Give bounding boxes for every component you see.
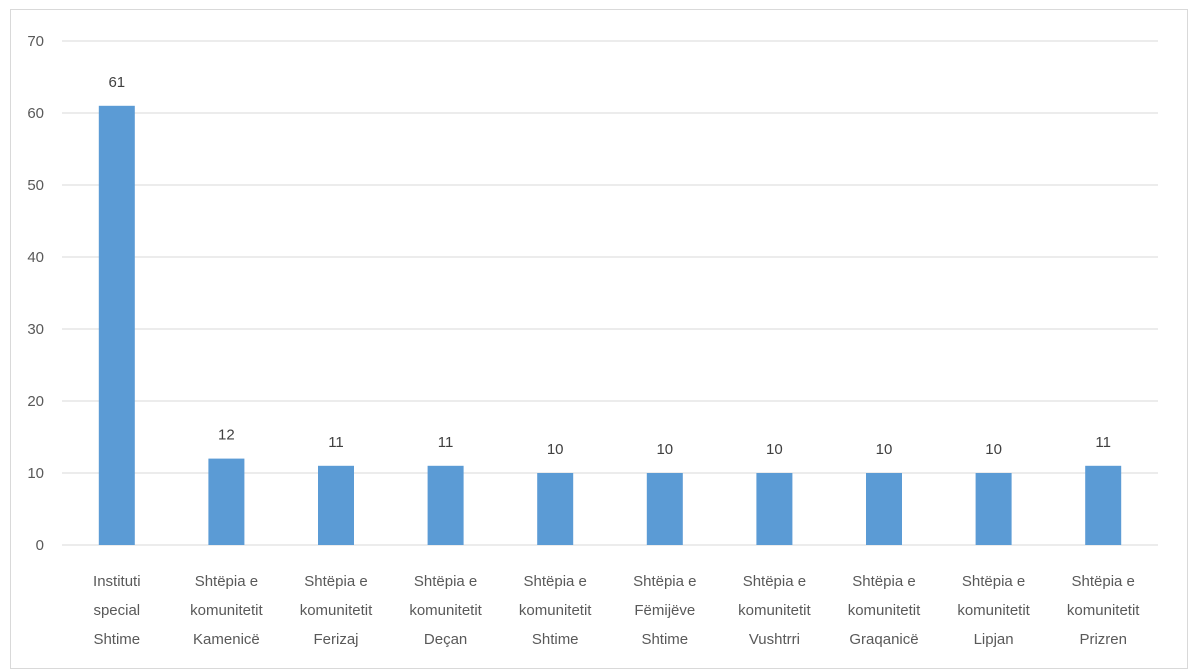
category-label-line: komunitetit	[190, 602, 263, 619]
category-label-line: komunitetit	[1067, 602, 1140, 619]
y-tick-label: 10	[27, 465, 44, 482]
y-tick-label: 30	[27, 321, 44, 338]
category-label: Shtëpia e komunitetit Deçan	[409, 573, 482, 648]
bar	[98, 105, 135, 546]
category-label: Shtëpia e komunitetit Vushtrri	[738, 573, 811, 648]
y-tick-label: 20	[27, 393, 44, 410]
bar	[537, 473, 574, 545]
data-label: 10	[656, 441, 673, 458]
category-label-line: Shtëpia e	[524, 573, 587, 590]
category-label: Shtëpia e komunitetit Kamenicë	[190, 573, 263, 648]
chart-frame	[10, 9, 1188, 669]
bar	[318, 465, 354, 545]
data-label: 11	[328, 434, 344, 451]
category-label-line: Shtëpia e	[1072, 573, 1135, 590]
category-label-line: Shtëpia e	[962, 573, 1025, 590]
y-tick-label: 70	[27, 33, 44, 50]
category-label-line: Prizren	[1079, 631, 1127, 648]
category-label-line: special	[93, 602, 140, 619]
category-label-line: Shtëpia e	[195, 573, 258, 590]
data-label: 11	[438, 434, 454, 451]
category-label-line: komunitetit	[738, 602, 811, 619]
data-label: 11	[1095, 434, 1111, 451]
data-label: 12	[218, 427, 235, 444]
category-label-line: Ferizaj	[313, 631, 358, 648]
category-label-line: Shtëpia e	[743, 573, 806, 590]
bar	[1085, 465, 1122, 545]
category-label-line: Shtëpia e	[852, 573, 915, 590]
bar	[975, 473, 1012, 545]
category-label: Shtëpia e komunitetit Shtime	[519, 573, 592, 648]
category-label-line: Kamenicë	[193, 631, 260, 648]
bar	[646, 473, 683, 545]
data-label: 10	[985, 441, 1002, 458]
category-label-line: Shtëpia e	[633, 573, 696, 590]
category-label-line: Shtëpia e	[304, 573, 367, 590]
category-label-line: Shtime	[641, 631, 688, 648]
category-label-line: Shtime	[93, 631, 140, 648]
data-label: 10	[547, 441, 564, 458]
category-label-line: komunitetit	[957, 602, 1030, 619]
category-label-line: Lipjan	[974, 631, 1014, 648]
category-label: Shtëpia e komunitetit Graqanicë	[848, 573, 921, 648]
bar	[866, 473, 902, 545]
category-label-line: komunitetit	[519, 602, 592, 619]
category-label-line: Shtëpia e	[414, 573, 477, 590]
category-label: Shtëpia e komunitetit Prizren	[1067, 573, 1140, 648]
y-tick-label: 50	[27, 177, 44, 194]
category-label-line: komunitetit	[409, 602, 482, 619]
data-label: 10	[876, 441, 893, 458]
bar	[208, 458, 245, 545]
category-label: Shtëpia e komunitetit Lipjan	[957, 573, 1030, 648]
bar	[427, 465, 464, 545]
y-tick-label: 0	[36, 537, 44, 554]
category-label-line: Deçan	[424, 631, 467, 648]
category-label-line: Instituti	[93, 573, 141, 590]
category-label-line: Graqanicë	[849, 631, 918, 648]
data-label: 61	[108, 74, 125, 91]
category-label-line: Fëmijëve	[634, 602, 695, 619]
category-label-line: Shtime	[532, 631, 579, 648]
bar	[756, 473, 793, 545]
category-label: Shtëpia e komunitetit Ferizaj	[300, 573, 373, 648]
category-label-line: Vushtrri	[749, 631, 800, 648]
y-tick-label: 60	[27, 105, 44, 122]
data-label: 10	[766, 441, 783, 458]
category-label-line: komunitetit	[300, 602, 373, 619]
category-label: Instituti special Shtime	[93, 573, 141, 648]
category-label: Shtëpia e Fëmijëve Shtime	[633, 573, 696, 648]
y-tick-label: 40	[27, 249, 44, 266]
category-label-line: komunitetit	[848, 602, 921, 619]
